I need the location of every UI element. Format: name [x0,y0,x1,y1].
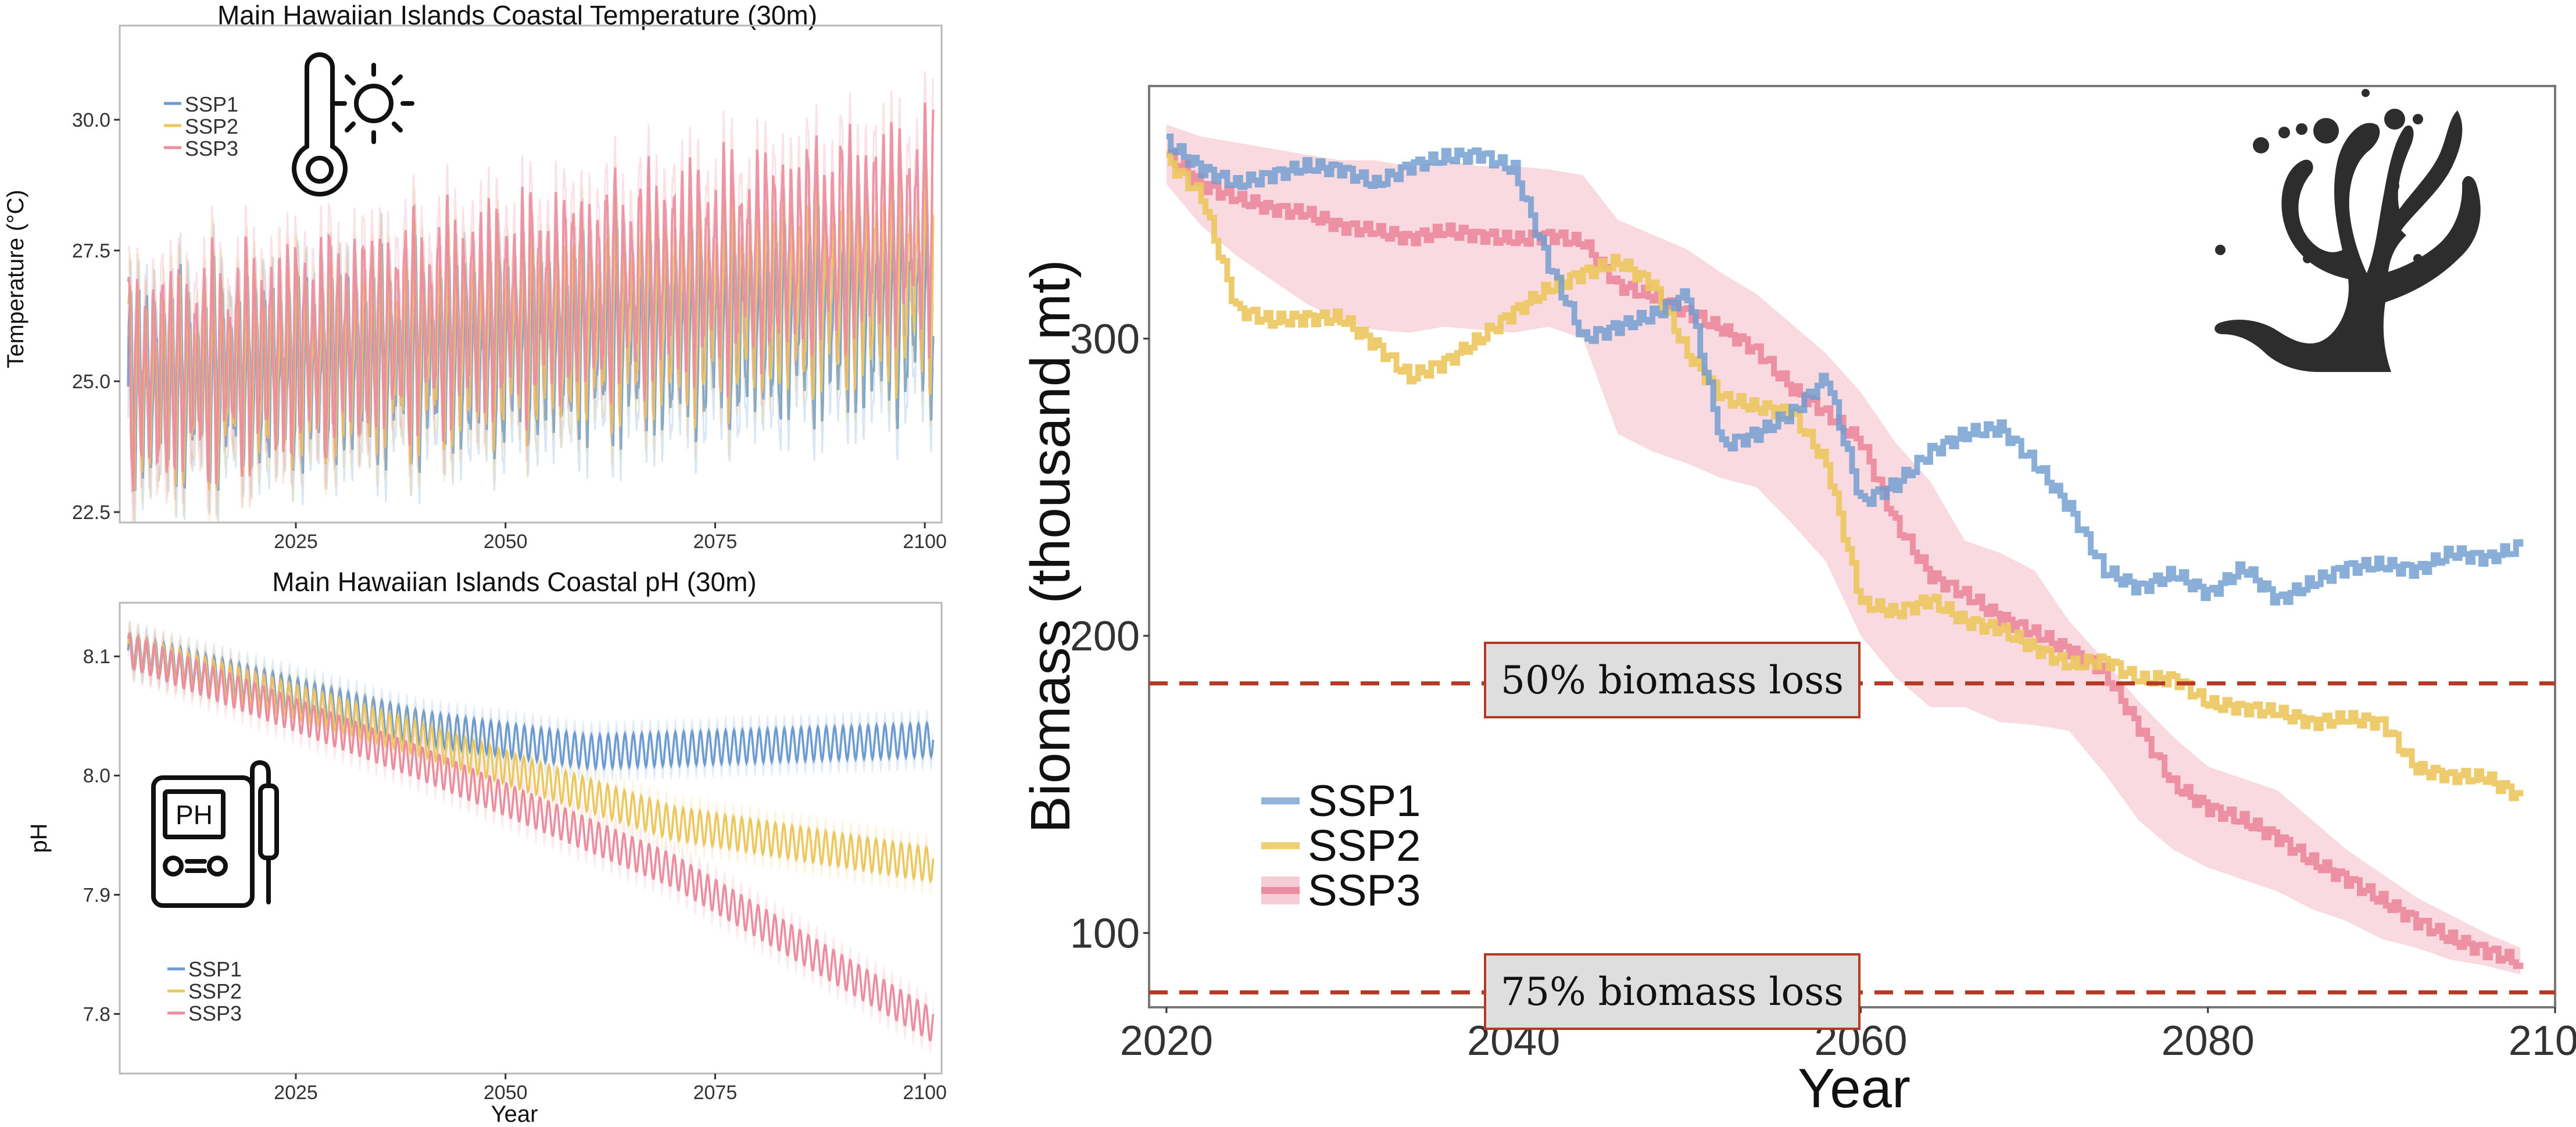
seventy-five-percent-loss-label-box: 75% biomass loss [1484,953,1861,1030]
seventy-five-percent-loss-label: 75% biomass loss [1500,969,1844,1014]
fifty-percent-loss-label: 50% biomass loss [1500,657,1844,703]
x-tick-label: 2050 [484,1082,528,1104]
ph-chart: Main Hawaiian Islands Coastal pH (30m) 7… [26,567,947,1127]
coral-icon [2214,89,2481,372]
temp-legend-label-ssp2: SSP2 [185,115,238,138]
ph-legend: SSP1 SSP2 SSP3 [167,957,242,1025]
x-tick-label: 2100 [903,531,947,553]
temperature-x-ticks: 2025 2050 2075 2100 [274,523,947,553]
biomass-legend: SSP1 SSP2 SSP3 [1261,777,1421,915]
x-tick-label: 2100 [2509,1018,2576,1064]
temperature-legend: SSP1 SSP2 SSP3 [164,92,238,160]
y-tick-label: 300 [1070,316,1140,363]
temperature-plot-frame [119,24,943,524]
biomass-y-ticks: 100 200 300 [1070,316,1149,957]
biomass-x-ticks: 20202040206020802100 [1120,1007,2576,1064]
x-tick-label: 2025 [274,531,318,553]
biomass-line-ssp1 [1166,133,2524,606]
biomass-series [1166,133,2524,969]
temperature-chart: Main Hawaiian Islands Coastal Temperatur… [3,0,947,553]
ph-meter-icon-label: PH [176,800,213,830]
y-tick-label: 22.5 [72,502,110,524]
ph-legend-label-ssp2: SSP2 [188,979,242,1003]
y-tick-label: 7.8 [83,1003,110,1025]
x-tick-label: 2075 [693,1082,738,1104]
ph-legend-label-ssp1: SSP1 [188,957,242,981]
ph-line-ssp3 [127,633,935,1042]
x-tick-label: 2025 [274,1082,318,1104]
ssp3-band-area [1166,124,2521,975]
ssp3-uncertainty-band [1166,124,2521,975]
ph-band-ssp3 [128,620,933,1055]
y-tick-label: 7.9 [83,884,110,906]
biomass-x-axis-label: Year [1798,1057,1910,1119]
bio-legend-label-ssp3: SSP3 [1308,866,1421,915]
ph-plot-frame [119,602,943,1075]
y-tick-label: 8.0 [83,765,110,787]
temperature-y-ticks: 22.5 25.0 27.5 30.0 [72,109,120,524]
biomass-y-axis-label: Biomass (thousand mt) [1019,259,1082,833]
y-tick-label: 8.1 [83,646,110,668]
bio-legend-label-ssp2: SSP2 [1308,821,1421,871]
temp-line-ssp3 [127,102,935,492]
y-tick-label: 200 [1070,613,1140,660]
fifty-percent-loss-label-box: 50% biomass loss [1484,642,1861,718]
temp-ssp3-upper [127,71,935,461]
bio-legend-label-ssp1: SSP1 [1308,777,1421,826]
temperature-series [127,71,935,523]
x-tick-label: 2080 [2162,1018,2255,1064]
ph-x-axis-label: Year [491,1101,538,1127]
ph-meter-icon [151,760,279,908]
ph-x-ticks: 2025 2050 2075 2100 [274,1074,947,1104]
ph-series [127,620,935,1055]
thermometer-sun-icon [292,52,414,197]
x-tick-label: 2075 [693,531,738,553]
temp-legend-label-ssp3: SSP3 [185,137,238,160]
biomass-line-ssp2 [1166,152,2524,802]
temp-legend-label-ssp1: SSP1 [185,92,238,116]
y-tick-label: 30.0 [72,109,110,131]
y-tick-label: 25.0 [72,371,110,393]
ph-y-axis-label: pH [26,823,52,853]
y-tick-label: 100 [1070,910,1140,957]
x-tick-label: 2050 [484,531,528,553]
x-tick-label: 2020 [1120,1018,1213,1064]
x-tick-label: 2100 [903,1082,947,1104]
ph-y-ticks: 7.8 7.9 8.0 8.1 [83,646,120,1025]
ph-chart-title: Main Hawaiian Islands Coastal pH (30m) [272,567,756,597]
y-tick-label: 27.5 [72,240,110,262]
temperature-y-axis-label: Temperature (°C) [3,189,28,368]
ph-legend-label-ssp3: SSP3 [188,1001,242,1025]
